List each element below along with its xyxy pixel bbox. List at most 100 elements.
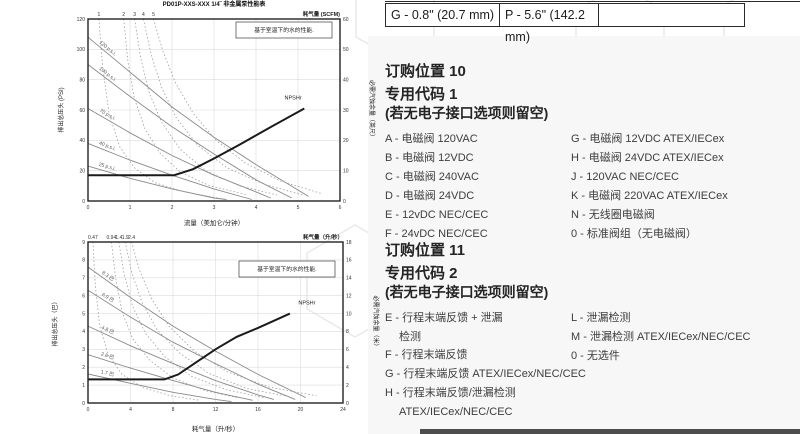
section-title: 订购位置 11 [385,242,466,259]
section-title: 订购位置 10 [385,63,466,80]
svg-text:1.4: 1.4 [115,235,122,241]
dimension-cell-g: G - 0.8" (20.7 mm) [385,3,500,27]
svg-text:1.7 巴: 1.7 巴 [100,369,114,378]
order-code-item: C - 电磁阀 240VAC [385,171,479,183]
svg-text:20: 20 [298,407,304,413]
svg-text:100: 100 [77,47,86,53]
svg-text:1: 1 [129,205,132,211]
footer-accent-bar [420,429,800,434]
svg-text:5: 5 [297,205,300,211]
svg-text:排出总压头 (PSI): 排出总压头 (PSI) [57,87,65,132]
order-code-item: J - 120VAC NEC/CEC [571,171,679,183]
svg-text:50: 50 [343,47,349,53]
svg-text:耗气量（升/秒）: 耗气量（升/秒） [303,233,343,241]
svg-text:NPSHr: NPSHr [285,95,302,101]
svg-text:5: 5 [152,12,155,18]
order-code-item: D - 电磁阀 24VDC [385,190,475,202]
table-divider [385,1,800,2]
svg-text:20: 20 [343,138,349,144]
svg-text:0: 0 [82,401,85,407]
svg-text:基于室温下的水的性能.: 基于室温下的水的性能. [257,265,317,273]
order-code-item: N - 无线圈电磁阀 [571,209,655,221]
svg-text:必需汽蚀余量（米）: 必需汽蚀余量（米） [372,295,380,349]
svg-text:25 p.s.i.: 25 p.s.i. [98,162,116,173]
svg-text:耗气量（升/秒）: 耗气量（升/秒） [192,424,239,433]
svg-text:8: 8 [346,329,349,335]
order-code-item: K - 电磁阀 220VAC ATEX/IECex [571,190,728,202]
svg-text:PD01P-XXS-XXX 1/4˝ 非金属泵性能表: PD01P-XXS-XXX 1/4˝ 非金属泵性能表 [163,0,267,8]
svg-text:6: 6 [346,347,349,353]
svg-text:基于室温下的水的性能.: 基于室温下的水的性能. [254,26,314,34]
svg-text:4: 4 [255,205,258,211]
svg-text:1.9: 1.9 [122,235,129,241]
svg-text:0.47: 0.47 [88,235,98,241]
dimensions-table: G - 0.8" (20.7 mm) P - 5.6" (142.2 mm) [385,3,745,44]
svg-text:18: 18 [346,240,352,246]
svg-text:2: 2 [346,383,349,389]
order-code-item: 0 - 无选件 [571,350,620,362]
svg-text:排出总压头（巴）: 排出总压头（巴） [51,298,59,346]
code-columns: E - 行程末端反馈 + 泄漏 检测 F - 行程末端反馈 G - 行程末端反馈 AT… [385,309,797,421]
section-subtitle: 专用代码 1 [385,86,458,103]
svg-text:耗气量 (SCFM): 耗气量 (SCFM) [303,10,340,18]
svg-text:4: 4 [142,12,145,18]
order-code-item: E - 12vDC NEC/CEC [385,209,489,221]
svg-text:3: 3 [213,205,216,211]
code-column-right: G - 电磁阀 12VDC ATEX/IECex H - 电磁阀 24VDC AT… [571,130,797,244]
order-position-11-section: 订购位置 11 专用代码 2 (若无电子接口选项则留空) E - 行程末端反馈 … [385,241,797,421]
section-subtitle: 专用代码 2 [385,265,458,282]
svg-text:2: 2 [122,12,125,18]
svg-text:60: 60 [79,108,85,114]
performance-chart-metric: 8.3 巴 6.9 巴 4.8 巴 2.8 巴 1.7 巴 NPSHr 0 4 8 12 16 20 2… [50,230,380,434]
order-position-10-section: 订购位置 10 专用代码 1 (若无电子接口选项则留空) A - 电磁阀 120… [385,62,797,244]
code-columns: A - 电磁阀 120VAC B - 电磁阀 12VDC C - 电磁阀 240VA… [385,130,797,244]
code-column-left: E - 行程末端反馈 + 泄漏 检测 F - 行程末端反馈 G - 行程末端反馈 AT… [385,309,586,421]
svg-text:0: 0 [82,199,85,205]
svg-text:9: 9 [82,240,85,246]
svg-text:30: 30 [343,108,349,114]
svg-text:8: 8 [172,407,175,413]
svg-text:7: 7 [82,276,85,282]
section-note: (若无电子接口选项则留空) [385,284,549,300]
code-column-right: L - 泄漏检测 M - 泄漏检测 ATEX/IECex/NEC/CEC 0 - 无… [571,309,797,421]
svg-text:80: 80 [79,77,85,83]
dimension-cell-empty [599,3,745,27]
code-column-left: A - 电磁阀 120VAC B - 电磁阀 12VDC C - 电磁阀 240VA… [385,130,571,244]
svg-text:4: 4 [129,407,132,413]
svg-text:14: 14 [346,276,352,282]
svg-text:12: 12 [346,293,352,299]
svg-text:0: 0 [343,199,346,205]
svg-text:10: 10 [346,311,352,317]
section-note: (若无电子接口选项则留空) [385,105,549,121]
svg-text:2: 2 [82,365,85,371]
svg-text:10: 10 [343,168,349,174]
performance-chart-imperial: 120 p.s.i. 100 p.s.i. 70 p.s.i. 40 p.s.i. 25… [56,0,376,233]
dimension-cell-p: P - 5.6" (142.2 mm) [500,3,599,44]
order-code-item: A - 电磁阀 120VAC [385,133,478,145]
svg-text:60: 60 [343,17,349,23]
order-code-item: G - 行程末端反馈 ATEX/IECex/NEC/CEC [385,368,586,380]
right-panel-background [368,36,800,434]
order-code-item: B - 电磁阀 12VDC [385,152,474,164]
order-code-item: 0 - 标准阀组（无电磁阀） [571,228,697,240]
svg-text:0: 0 [87,205,90,211]
svg-text:4: 4 [82,329,85,335]
svg-text:40: 40 [343,77,349,83]
order-code-item: E - 行程末端反馈 + 泄漏 检测 [385,312,503,343]
order-code-item: H - 电磁阀 24VDC ATEX/IECex [571,152,724,164]
svg-text:0.94: 0.94 [107,235,117,241]
svg-text:NPSHr: NPSHr [298,301,315,307]
svg-text:3: 3 [82,347,85,353]
svg-text:2: 2 [171,205,174,211]
svg-text:2.4: 2.4 [128,235,135,241]
svg-text:1: 1 [82,383,85,389]
order-code-item: L - 泄漏检测 [571,312,631,324]
svg-text:流量（美加仑/分钟）: 流量（美加仑/分钟） [184,218,244,227]
order-code-item: F - 24vDC NEC/CEC [385,228,488,240]
svg-text:16: 16 [255,407,261,413]
svg-text:6: 6 [82,293,85,299]
svg-text:6: 6 [339,205,342,211]
svg-text:24: 24 [340,407,346,413]
svg-text:1: 1 [98,12,101,18]
svg-text:12: 12 [213,407,219,413]
